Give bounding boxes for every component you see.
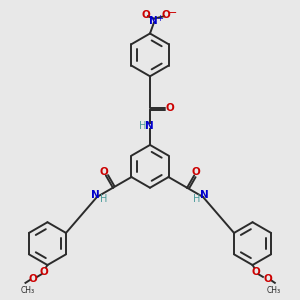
Text: CH₃: CH₃ <box>266 286 280 295</box>
Text: O: O <box>192 167 200 177</box>
Text: O: O <box>29 274 38 284</box>
Text: O: O <box>141 10 150 20</box>
Text: N: N <box>91 190 100 200</box>
Text: H: H <box>100 194 107 204</box>
Text: −: − <box>168 8 177 18</box>
Text: H: H <box>139 121 146 130</box>
Text: H: H <box>193 194 200 204</box>
Text: +: + <box>156 14 163 23</box>
Text: N: N <box>145 121 154 130</box>
Text: N: N <box>200 190 209 200</box>
Text: O: O <box>100 167 108 177</box>
Text: CH₃: CH₃ <box>20 286 34 295</box>
Text: O: O <box>40 267 49 277</box>
Text: O: O <box>263 274 272 284</box>
Text: N: N <box>149 16 158 26</box>
Text: O: O <box>162 10 171 20</box>
Text: O: O <box>251 267 260 277</box>
Text: O: O <box>165 103 174 113</box>
